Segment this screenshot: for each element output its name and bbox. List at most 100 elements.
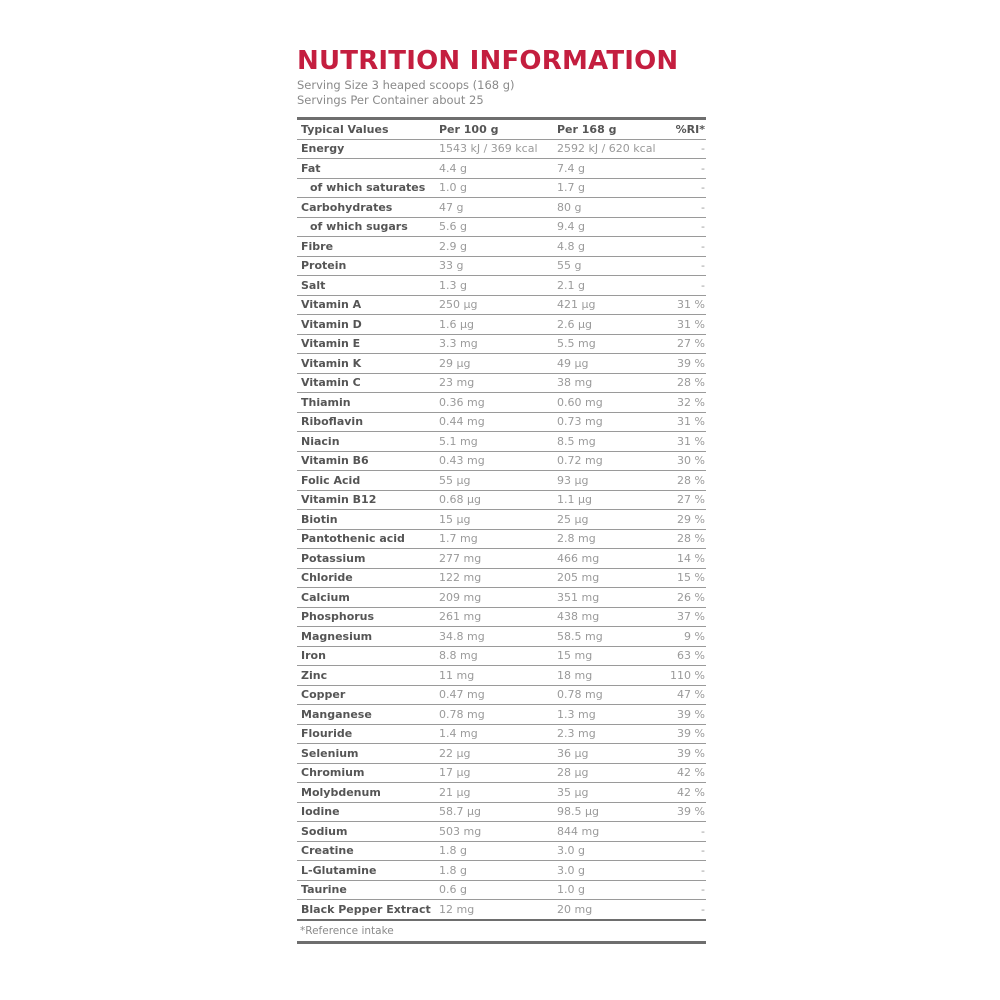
value-per-100g: 0.68 µg [435,490,553,510]
table-row: Protein 33 g 55 g- [297,256,706,276]
value-per-100g: 8.8 mg [435,646,553,666]
nutrient-name: Pantothenic acid [297,529,435,549]
table-row: Iodine 58.7 µg 98.5 µg 39 % [297,802,706,822]
nutrient-name: Fibre [297,236,435,257]
value-per-100g: 3.3 mg [435,334,553,354]
value-per-168g: 3.0 g [553,841,666,861]
value-per-168g: 49 µg [553,353,666,374]
table-row: Niacin 5.1 mg 8.5 mg 31 % [297,431,706,452]
nutrient-name: Energy [297,139,435,159]
value-per-168g: 2.3 mg [553,724,666,744]
table-row: Biotin 15 µg 25 µg 29 % [297,509,706,530]
value-ri: 15 % [666,568,706,588]
value-ri: 63 % [666,646,706,666]
table-row: Carbohydrates 47 g 80 g- [297,197,706,218]
value-ri: 31 % [666,412,706,432]
nutrient-name: Vitamin B12 [297,490,435,510]
table-row: Fat 4.4 g 7.4 g- [297,158,706,179]
value-per-100g: 17 µg [435,763,553,783]
value-per-100g: 1543 kJ / 369 kcal [435,139,553,159]
table-row: Manganese 0.78 mg 1.3 mg 39 % [297,704,706,725]
value-per-100g: 22 µg [435,743,553,764]
nutrient-name: Calcium [297,587,435,608]
value-per-168g: 25 µg [553,509,666,530]
value-per-100g: 4.4 g [435,158,553,179]
value-per-100g: 5.6 g [435,217,553,237]
nutrient-name: Fat [297,158,435,179]
value-ri: - [666,197,706,218]
value-per-168g: 1.3 mg [553,704,666,725]
nutrient-name: L-Glutamine [297,860,435,881]
value-ri: - [666,178,706,198]
top-rule [297,117,706,120]
value-ri: - [666,158,706,179]
value-ri: 26 % [666,587,706,608]
value-per-168g: 0.72 mg [553,451,666,471]
value-per-168g: 2592 kJ / 620 kcal [553,139,666,159]
value-ri: 31 % [666,431,706,452]
table-row: Zinc 11 mg 18 mg 110 % [297,665,706,686]
nutrient-name: Vitamin A [297,295,435,315]
value-per-168g: 7.4 g [553,158,666,179]
value-per-100g: 1.6 µg [435,314,553,335]
nutrient-name: Creatine [297,841,435,861]
table-row: L-Glutamine 1.8 g 3.0 g- [297,860,706,881]
value-per-100g: 11 mg [435,665,553,686]
table-row: Copper 0.47 mg 0.78 mg 47 % [297,685,706,705]
value-per-100g: 55 µg [435,470,553,491]
value-per-100g: 261 mg [435,607,553,627]
value-per-100g: 33 g [435,256,553,276]
value-per-168g: 1.1 µg [553,490,666,510]
nutrient-name: Phosphorus [297,607,435,627]
value-ri: 42 % [666,782,706,803]
value-per-100g: 1.8 g [435,860,553,881]
value-per-100g: 0.78 mg [435,704,553,725]
table-row: Salt 1.3 g 2.1 g- [297,275,706,296]
table-row: of which sugars 5.6 g 9.4 g- [297,217,706,237]
table-row: Vitamin C 23 mg 38 mg 28 % [297,373,706,393]
value-per-100g: 0.47 mg [435,685,553,705]
table-row: Fibre 2.9 g 4.8 g- [297,236,706,257]
value-per-100g: 29 µg [435,353,553,374]
nutrient-name: of which saturates [297,178,435,198]
value-ri: - [666,860,706,881]
value-per-168g: 9.4 g [553,217,666,237]
table-body: Energy 1543 kJ / 369 kcal 2592 kJ / 620 kc… [297,139,706,919]
value-per-168g: 15 mg [553,646,666,666]
value-per-100g: 47 g [435,197,553,218]
nutrient-name: Sodium [297,821,435,842]
table-header-row: Typical Values Per 100 g Per 168 g %RI* [297,120,706,140]
header-typical-values: Typical Values [297,120,435,140]
value-per-168g: 844 mg [553,821,666,842]
nutrition-label: NUTRITION INFORMATION Serving Size 3 hea… [297,44,706,944]
value-per-168g: 3.0 g [553,860,666,881]
servings-per-container: Servings Per Container about 25 [297,93,484,107]
value-per-168g: 38 mg [553,373,666,393]
table-row: Black Pepper Extract 12 mg 20 mg - [297,900,706,919]
value-per-100g: 5.1 mg [435,431,553,452]
table-row: Vitamin B12 0.68 µg 1.1 µg 27 % [297,490,706,510]
table-row: Iron 8.8 mg 15 mg 63 % [297,646,706,666]
table-row: Magnesium 34.8 mg 58.5 mg 9 % [297,626,706,647]
value-per-100g: 1.3 g [435,275,553,296]
nutrient-name: Flouride [297,724,435,744]
value-ri: 39 % [666,743,706,764]
value-ri: 39 % [666,353,706,374]
table-row: Chloride 122 mg 205 mg 15 % [297,568,706,588]
value-ri: - [666,821,706,842]
value-per-100g: 15 µg [435,509,553,530]
value-ri: 42 % [666,763,706,783]
table-row: Folic Acid 55 µg 93 µg 28 % [297,470,706,491]
end-rule [297,940,706,944]
value-per-100g: 503 mg [435,821,553,842]
value-per-100g: 0.6 g [435,880,553,900]
value-per-100g: 23 mg [435,373,553,393]
value-ri: 37 % [666,607,706,627]
header-per-100g: Per 100 g [435,120,553,140]
value-per-168g: 438 mg [553,607,666,627]
nutrient-name: Chloride [297,568,435,588]
value-ri: 30 % [666,451,706,471]
table-row: Vitamin E 3.3 mg 5.5 mg 27 % [297,334,706,354]
nutrient-name: Vitamin B6 [297,451,435,471]
value-ri: 14 % [666,548,706,569]
